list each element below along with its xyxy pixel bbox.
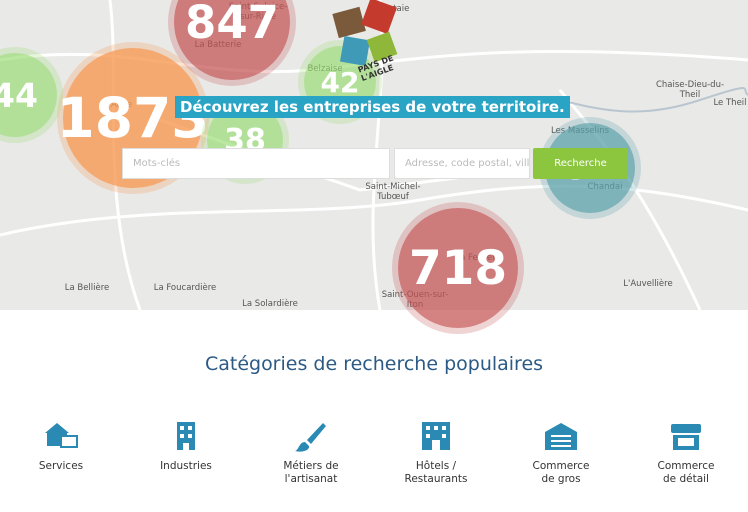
category-label: Commerce de gros <box>532 460 590 485</box>
category-label: Services <box>38 460 84 472</box>
logo-mark <box>332 0 398 67</box>
place-label: L'Auvellière <box>623 279 673 289</box>
category-icon <box>422 422 450 450</box>
address-input[interactable]: Adresse, code postal, ville <box>394 148 530 179</box>
category-label: Industries <box>160 460 212 472</box>
category[interactable]: Hôtels / Restaurants <box>391 420 481 486</box>
category[interactable]: Industries <box>141 420 231 473</box>
category-icon <box>295 423 326 452</box>
category-icon <box>177 422 195 450</box>
place-label: Chaise-Dieu-du-Theil <box>655 80 725 100</box>
section-title: Catégories de recherche populaires <box>204 353 544 375</box>
category[interactable]: Services <box>16 420 106 473</box>
category-label: Hôtels / Restaurants <box>404 460 468 485</box>
place-label: Saint-Michel-Tubœuf <box>365 182 421 202</box>
category-icon <box>671 424 701 450</box>
category-icon <box>545 423 577 450</box>
category[interactable]: Métiers de l'artisanat <box>266 420 356 486</box>
cluster[interactable]: 718 <box>398 208 518 328</box>
place-label: Le Theil <box>713 98 747 108</box>
category-label: Métiers de l'artisanat <box>283 460 339 485</box>
logo: PAYS DE L'AIGLE <box>330 0 420 83</box>
search-button[interactable]: Recherche <box>533 148 628 179</box>
place-label: La Solardière <box>242 299 298 309</box>
category[interactable]: Commerce de gros <box>516 420 606 486</box>
place-label: La Foucardière <box>153 283 217 293</box>
category[interactable]: Commerce de détail <box>641 420 731 486</box>
category-label: Commerce de détail <box>657 460 715 485</box>
keywords-input[interactable]: Mots-clés <box>122 148 390 179</box>
headline: Découvrez les entreprises de votre terri… <box>175 96 570 118</box>
place-label: La Bellière <box>64 283 110 293</box>
category-icon <box>45 423 78 448</box>
